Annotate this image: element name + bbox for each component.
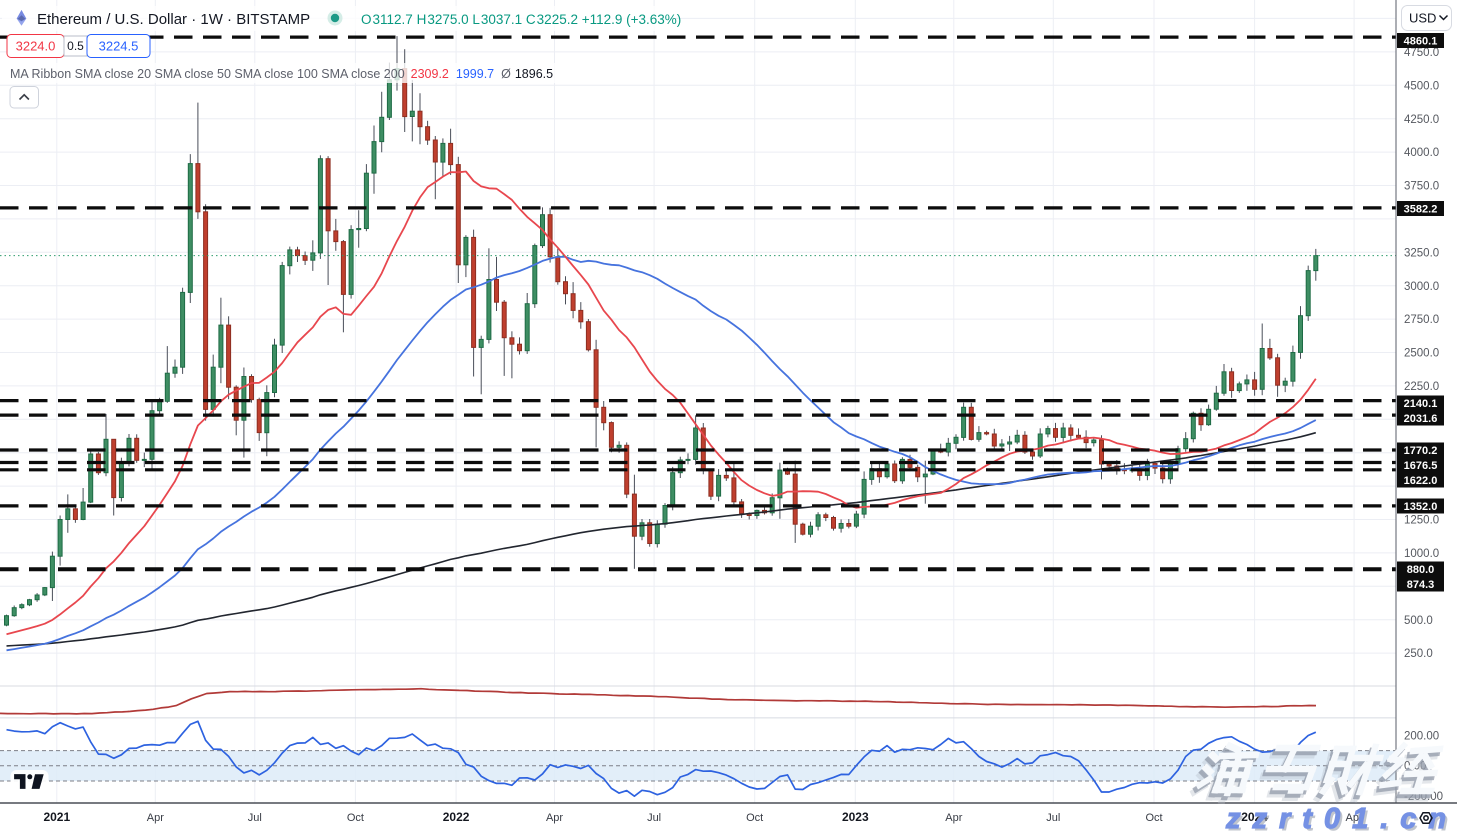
svg-text:3224.5: 3224.5 xyxy=(99,39,139,54)
svg-text:Jul: Jul xyxy=(248,812,262,824)
svg-text:1676.5: 1676.5 xyxy=(1404,460,1438,472)
svg-text:3750.0: 3750.0 xyxy=(1404,181,1439,193)
svg-text:2500.0: 2500.0 xyxy=(1404,348,1439,360)
svg-text:2023: 2023 xyxy=(842,810,869,824)
svg-text:3000.0: 3000.0 xyxy=(1404,281,1439,293)
svg-text:500.0: 500.0 xyxy=(1404,615,1433,627)
svg-text:1352.0: 1352.0 xyxy=(1404,501,1438,513)
svg-text:Oct: Oct xyxy=(1145,812,1162,824)
svg-text:200.00: 200.00 xyxy=(1404,730,1439,742)
svg-text:4860.1: 4860.1 xyxy=(1404,36,1438,48)
svg-text:Jul: Jul xyxy=(647,812,661,824)
svg-text:874.3: 874.3 xyxy=(1407,579,1435,591)
svg-text:Apr: Apr xyxy=(546,812,563,824)
svg-text:USD: USD xyxy=(1409,11,1436,26)
svg-text:2250.0: 2250.0 xyxy=(1404,381,1439,393)
svg-text:Ethereum / U.S. Dollar · 1W ·: Ethereum / U.S. Dollar · 1W · BITSTAMP xyxy=(37,11,310,28)
svg-text:880.0: 880.0 xyxy=(1407,564,1435,576)
svg-text:Jul: Jul xyxy=(1046,812,1060,824)
svg-text:3224.0: 3224.0 xyxy=(16,39,56,54)
svg-text:Apr: Apr xyxy=(945,812,962,824)
svg-text:Oct: Oct xyxy=(746,812,763,824)
svg-text:1000.0: 1000.0 xyxy=(1404,548,1439,560)
svg-text:4750.0: 4750.0 xyxy=(1404,47,1439,59)
svg-text:MA Ribbon SMA close 20 SMA clo: MA Ribbon SMA close 20 SMA close 50 SMA … xyxy=(10,67,553,81)
svg-text:2031.6: 2031.6 xyxy=(1404,413,1438,425)
svg-text:zzrt01.cn: zzrt01.cn xyxy=(1225,803,1457,834)
svg-text:250.0: 250.0 xyxy=(1404,648,1433,660)
svg-text:2022: 2022 xyxy=(443,810,470,824)
svg-text:1770.2: 1770.2 xyxy=(1404,445,1438,457)
svg-text:Oct: Oct xyxy=(347,812,364,824)
svg-text:Apr: Apr xyxy=(147,812,164,824)
svg-text:1250.0: 1250.0 xyxy=(1404,515,1439,527)
svg-text:4500.0: 4500.0 xyxy=(1404,80,1439,92)
svg-text:2750.0: 2750.0 xyxy=(1404,314,1439,326)
svg-text:3582.2: 3582.2 xyxy=(1404,204,1438,216)
svg-text:4000.0: 4000.0 xyxy=(1404,147,1439,159)
svg-text:3250.0: 3250.0 xyxy=(1404,247,1439,259)
svg-text:O3112.7 H3275.0 L3037.1 C32: O3112.7 H3275.0 L3037.1 C3225.2 +112.9 (… xyxy=(361,12,681,27)
svg-text:0.5: 0.5 xyxy=(67,39,84,53)
svg-text:4250.0: 4250.0 xyxy=(1404,114,1439,126)
svg-text:2140.1: 2140.1 xyxy=(1404,398,1438,410)
svg-text:2021: 2021 xyxy=(43,810,70,824)
svg-text:1622.0: 1622.0 xyxy=(1404,475,1438,487)
